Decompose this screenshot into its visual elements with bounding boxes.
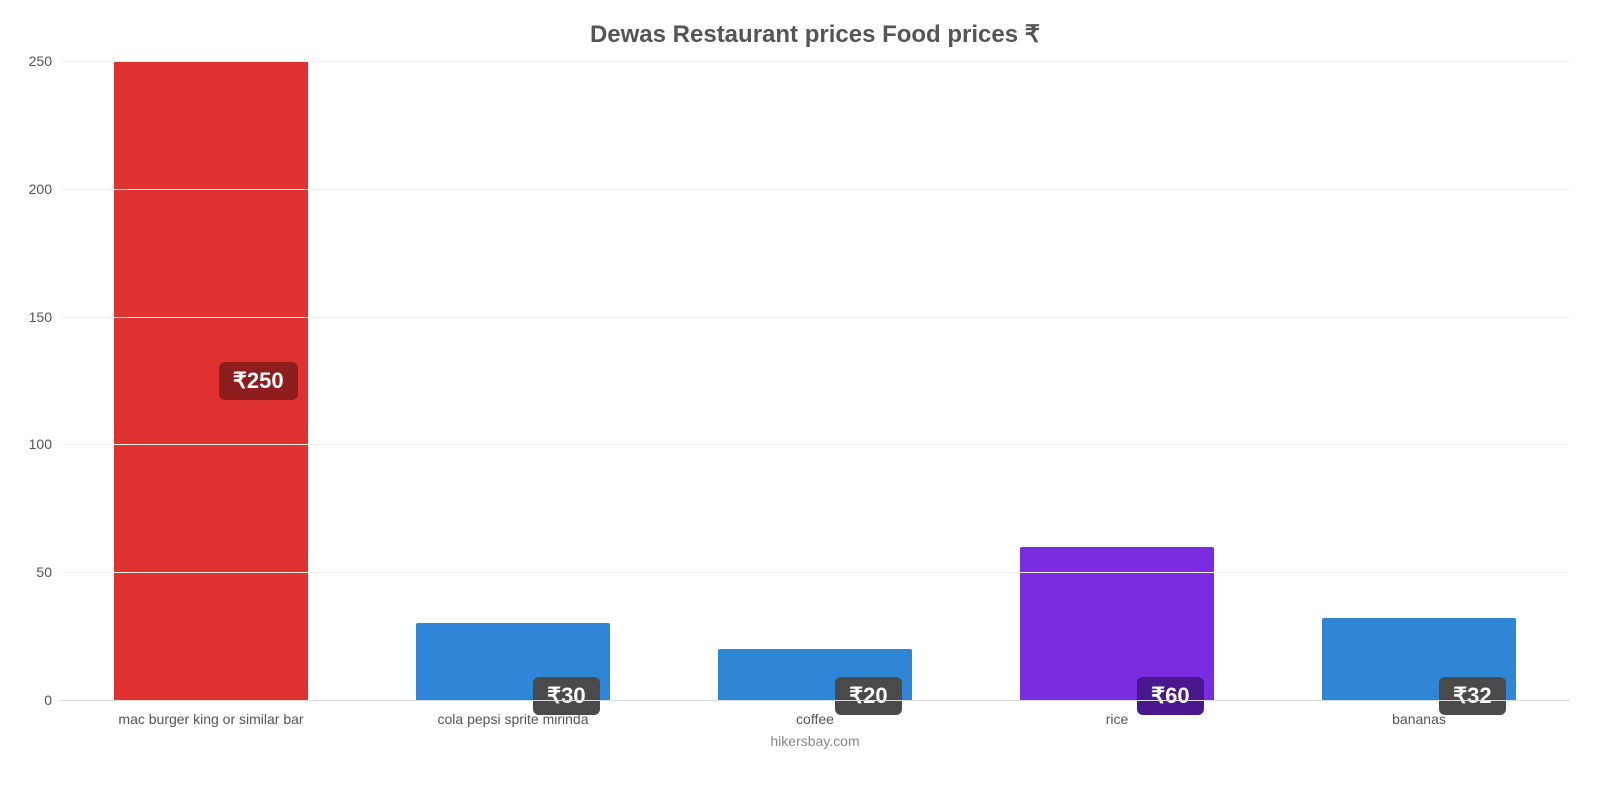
x-tick-label: mac burger king or similar bar [60, 711, 362, 727]
bar-slot: ₹30 [362, 61, 664, 700]
value-badge: ₹30 [533, 677, 599, 715]
chart-container: Dewas Restaurant prices Food prices ₹ ₹2… [0, 0, 1600, 800]
gridline [60, 189, 1570, 190]
y-tick-label: 100 [12, 436, 52, 452]
chart-title: Dewas Restaurant prices Food prices ₹ [60, 20, 1570, 49]
bar: ₹60 [1020, 547, 1213, 700]
bar: ₹20 [718, 649, 911, 700]
gridline [60, 572, 1570, 573]
x-tick-label: rice [966, 711, 1268, 727]
bar-slot: ₹20 [664, 61, 966, 700]
credit-text: hikersbay.com [60, 733, 1570, 749]
bar-slot: ₹250 [60, 61, 362, 700]
plot-area: ₹250₹30₹20₹60₹32 050100150200250 [60, 61, 1570, 701]
gridline [60, 61, 1570, 62]
y-tick-label: 0 [12, 692, 52, 708]
gridline [60, 444, 1570, 445]
y-tick-label: 250 [12, 53, 52, 69]
gridline [60, 700, 1570, 701]
y-tick-label: 150 [12, 309, 52, 325]
bar: ₹32 [1322, 618, 1515, 700]
bar: ₹30 [416, 623, 609, 700]
x-tick-label: cola pepsi sprite mirinda [362, 711, 664, 727]
x-tick-label: coffee [664, 711, 966, 727]
bar-slot: ₹60 [966, 61, 1268, 700]
value-badge: ₹32 [1439, 677, 1505, 715]
x-axis-labels: mac burger king or similar barcola pepsi… [60, 711, 1570, 727]
bar: ₹250 [114, 61, 307, 700]
y-tick-label: 200 [12, 181, 52, 197]
value-badge: ₹60 [1137, 677, 1203, 715]
x-tick-label: bananas [1268, 711, 1570, 727]
gridline [60, 317, 1570, 318]
y-tick-label: 50 [12, 564, 52, 580]
bar-slot: ₹32 [1268, 61, 1570, 700]
bars-row: ₹250 ₹30 ₹20 ₹60 ₹32 [60, 61, 1570, 700]
value-badge: ₹20 [835, 677, 901, 715]
value-badge: ₹250 [219, 362, 298, 400]
